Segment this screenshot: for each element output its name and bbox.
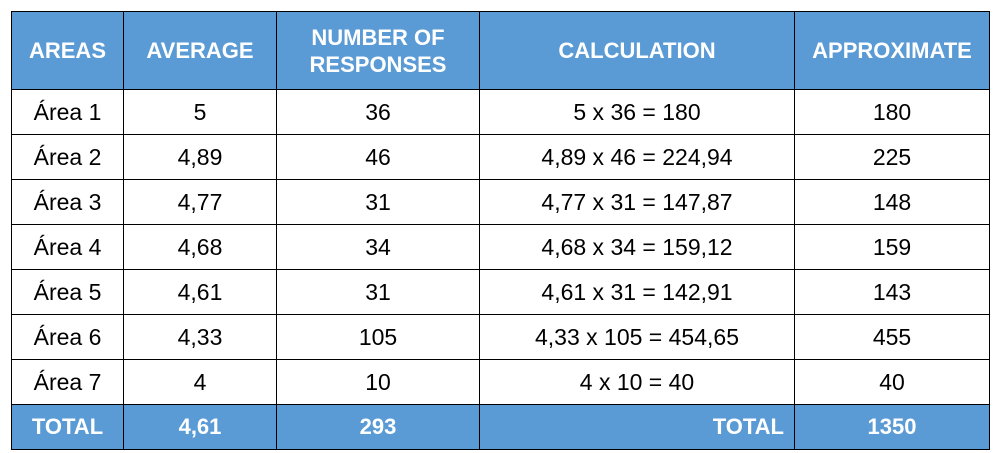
- cell-area: Área 3: [11, 179, 124, 225]
- cell-approximate: 455: [794, 314, 990, 360]
- cell-calculation: 4,68 x 34 = 159,12: [479, 224, 795, 270]
- table-row: Área 7 4 10 4 x 10 = 40 40: [11, 359, 990, 405]
- cell-approximate: 225: [794, 134, 990, 180]
- cell-area: Área 7: [11, 359, 124, 405]
- cell-approximate: 159: [794, 224, 990, 270]
- cell-average: 4: [123, 359, 277, 405]
- table-row: Área 5 4,61 31 4,61 x 31 = 142,91 143: [11, 269, 990, 315]
- header-row: AREAS AVERAGE NUMBER OF RESPONSES CALCUL…: [11, 11, 990, 90]
- cell-calculation: 4,61 x 31 = 142,91: [479, 269, 795, 315]
- cell-average: 4,33: [123, 314, 277, 360]
- header-average: AVERAGE: [123, 11, 277, 90]
- table-row: Área 3 4,77 31 4,77 x 31 = 147,87 148: [11, 179, 990, 225]
- cell-approximate: 148: [794, 179, 990, 225]
- cell-approximate: 143: [794, 269, 990, 315]
- header-approximate: APPROXIMATE: [794, 11, 990, 90]
- cell-average: 5: [123, 89, 277, 135]
- cell-area: Área 6: [11, 314, 124, 360]
- total-row: TOTAL 4,61 293 TOTAL 1350: [11, 404, 990, 450]
- cell-responses: 36: [276, 89, 480, 135]
- cell-responses: 105: [276, 314, 480, 360]
- data-table: AREAS AVERAGE NUMBER OF RESPONSES CALCUL…: [11, 11, 990, 450]
- cell-responses: 46: [276, 134, 480, 180]
- header-number-of-responses: NUMBER OF RESPONSES: [276, 11, 480, 90]
- cell-area: Área 5: [11, 269, 124, 315]
- cell-calculation: 4,77 x 31 = 147,87: [479, 179, 795, 225]
- header-areas: AREAS: [11, 11, 124, 90]
- cell-area: Área 4: [11, 224, 124, 270]
- table-row: Área 2 4,89 46 4,89 x 46 = 224,94 225: [11, 134, 990, 180]
- cell-calculation: 5 x 36 = 180: [479, 89, 795, 135]
- cell-average: 4,68: [123, 224, 277, 270]
- total-label: TOTAL: [11, 404, 124, 450]
- cell-calculation: 4,33 x 105 = 454,65: [479, 314, 795, 360]
- cell-responses: 10: [276, 359, 480, 405]
- cell-approximate: 180: [794, 89, 990, 135]
- cell-responses: 31: [276, 179, 480, 225]
- total-responses: 293: [276, 404, 480, 450]
- total-average: 4,61: [123, 404, 277, 450]
- cell-calculation: 4 x 10 = 40: [479, 359, 795, 405]
- cell-average: 4,61: [123, 269, 277, 315]
- table-row: Área 6 4,33 105 4,33 x 105 = 454,65 455: [11, 314, 990, 360]
- cell-approximate: 40: [794, 359, 990, 405]
- header-calculation: CALCULATION: [479, 11, 795, 90]
- table-row: Área 4 4,68 34 4,68 x 34 = 159,12 159: [11, 224, 990, 270]
- cell-average: 4,89: [123, 134, 277, 180]
- total-calc-label: TOTAL: [479, 404, 795, 450]
- total-approximate: 1350: [794, 404, 990, 450]
- cell-responses: 31: [276, 269, 480, 315]
- cell-area: Área 1: [11, 89, 124, 135]
- cell-calculation: 4,89 x 46 = 224,94: [479, 134, 795, 180]
- table-row: Área 1 5 36 5 x 36 = 180 180: [11, 89, 990, 135]
- cell-responses: 34: [276, 224, 480, 270]
- cell-area: Área 2: [11, 134, 124, 180]
- cell-average: 4,77: [123, 179, 277, 225]
